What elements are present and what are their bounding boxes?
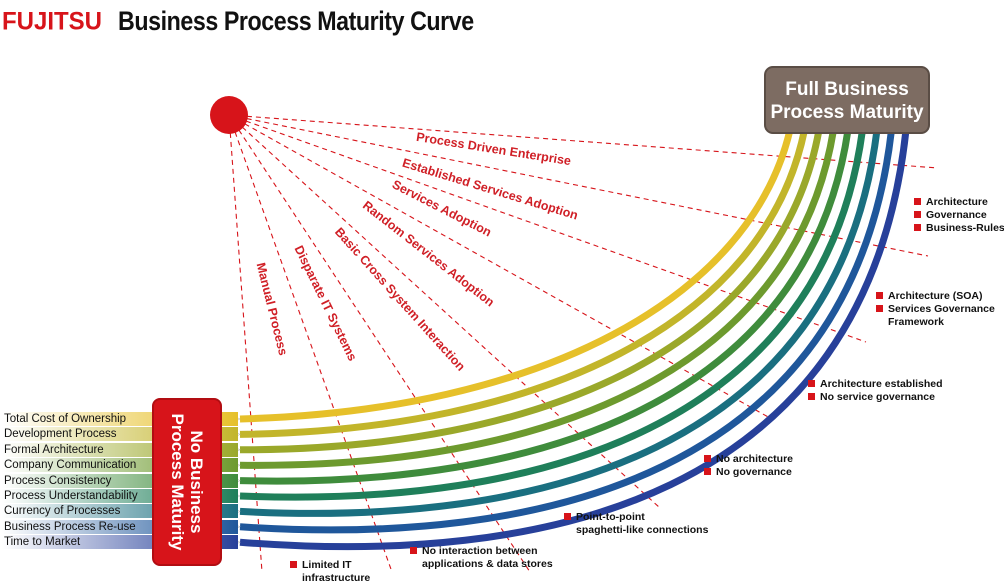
maturity-band <box>239 129 823 454</box>
maturity-band <box>239 129 910 551</box>
stage-ray <box>228 114 939 169</box>
stage-ray <box>228 114 867 343</box>
note-text: Business-Rules <box>926 222 1004 234</box>
red-sun-icon <box>210 96 248 134</box>
red-square-icon <box>290 561 297 568</box>
stage-ray <box>228 114 393 573</box>
note-text: Governance <box>926 209 987 221</box>
maturity-band <box>239 129 881 517</box>
note-text: Services Governance <box>888 303 995 315</box>
note-no-architecture: No architecture No governance <box>704 453 793 479</box>
red-square-icon <box>808 380 815 387</box>
red-square-icon <box>410 547 417 554</box>
no-maturity-box: No Business Process Maturity <box>152 398 222 566</box>
note-text: Architecture established <box>820 378 943 390</box>
stage-ray <box>228 114 929 257</box>
maturity-band <box>239 129 852 485</box>
maturity-band <box>239 129 794 423</box>
maturity-band <box>239 129 808 438</box>
note-text: infrastructure <box>302 572 371 584</box>
note-text: spaghetti-like connections <box>576 524 709 536</box>
note-no-interaction: No interaction between applications & dat… <box>410 545 553 571</box>
note-text: applications & data stores <box>422 558 553 570</box>
red-square-icon <box>914 198 921 205</box>
red-square-icon <box>876 292 883 299</box>
red-square-icon <box>914 211 921 218</box>
red-square-icon <box>876 305 883 312</box>
stage-labels: Manual Process Disparate IT SystemsBasic … <box>254 130 580 374</box>
maturity-band <box>239 129 837 469</box>
maturity-band <box>239 129 866 501</box>
note-text: Architecture <box>926 196 988 208</box>
fujitsu-logo: FUJITSU <box>2 7 103 36</box>
note-text: Point-to-point <box>576 511 645 523</box>
full-maturity-box: Full Business Process Maturity <box>764 66 930 134</box>
note-text: No architecture <box>716 453 794 465</box>
stage-ray <box>228 114 661 509</box>
stage-ray <box>228 114 531 573</box>
stage-label: Manual Process <box>254 261 291 357</box>
maturity-bands <box>239 129 910 551</box>
red-square-icon <box>564 513 571 520</box>
page-title: Business Process Maturity Curve <box>118 6 474 36</box>
note-text: No service governance <box>820 391 935 403</box>
note-text: No interaction between <box>422 545 538 557</box>
note-limited-it: Limited IT infrastructure <box>290 559 370 585</box>
red-square-icon <box>808 393 815 400</box>
no-maturity-label: No Business Process Maturity <box>168 413 206 551</box>
note-text: Limited IT <box>302 559 352 571</box>
maturity-band <box>239 129 895 534</box>
red-square-icon <box>704 468 711 475</box>
stage-label: Process Driven Enterprise <box>415 130 572 168</box>
note-text: Architecture (SOA) <box>888 290 983 302</box>
red-square-icon <box>914 224 921 231</box>
note-text: No governance <box>716 466 792 478</box>
note-architecture-soa: Architecture (SOA) Services Governance Fra… <box>876 290 995 329</box>
stage-label: Established Services Adoption <box>401 156 580 223</box>
note-architecture-governance: Architecture Governance Business-Rules <box>914 196 1004 235</box>
red-square-icon <box>704 455 711 462</box>
note-text: Framework <box>888 316 945 328</box>
note-architecture-established: Architecture established No service gover… <box>808 378 943 404</box>
note-point-to-point: Point-to-point spaghetti-like connections <box>564 511 708 537</box>
